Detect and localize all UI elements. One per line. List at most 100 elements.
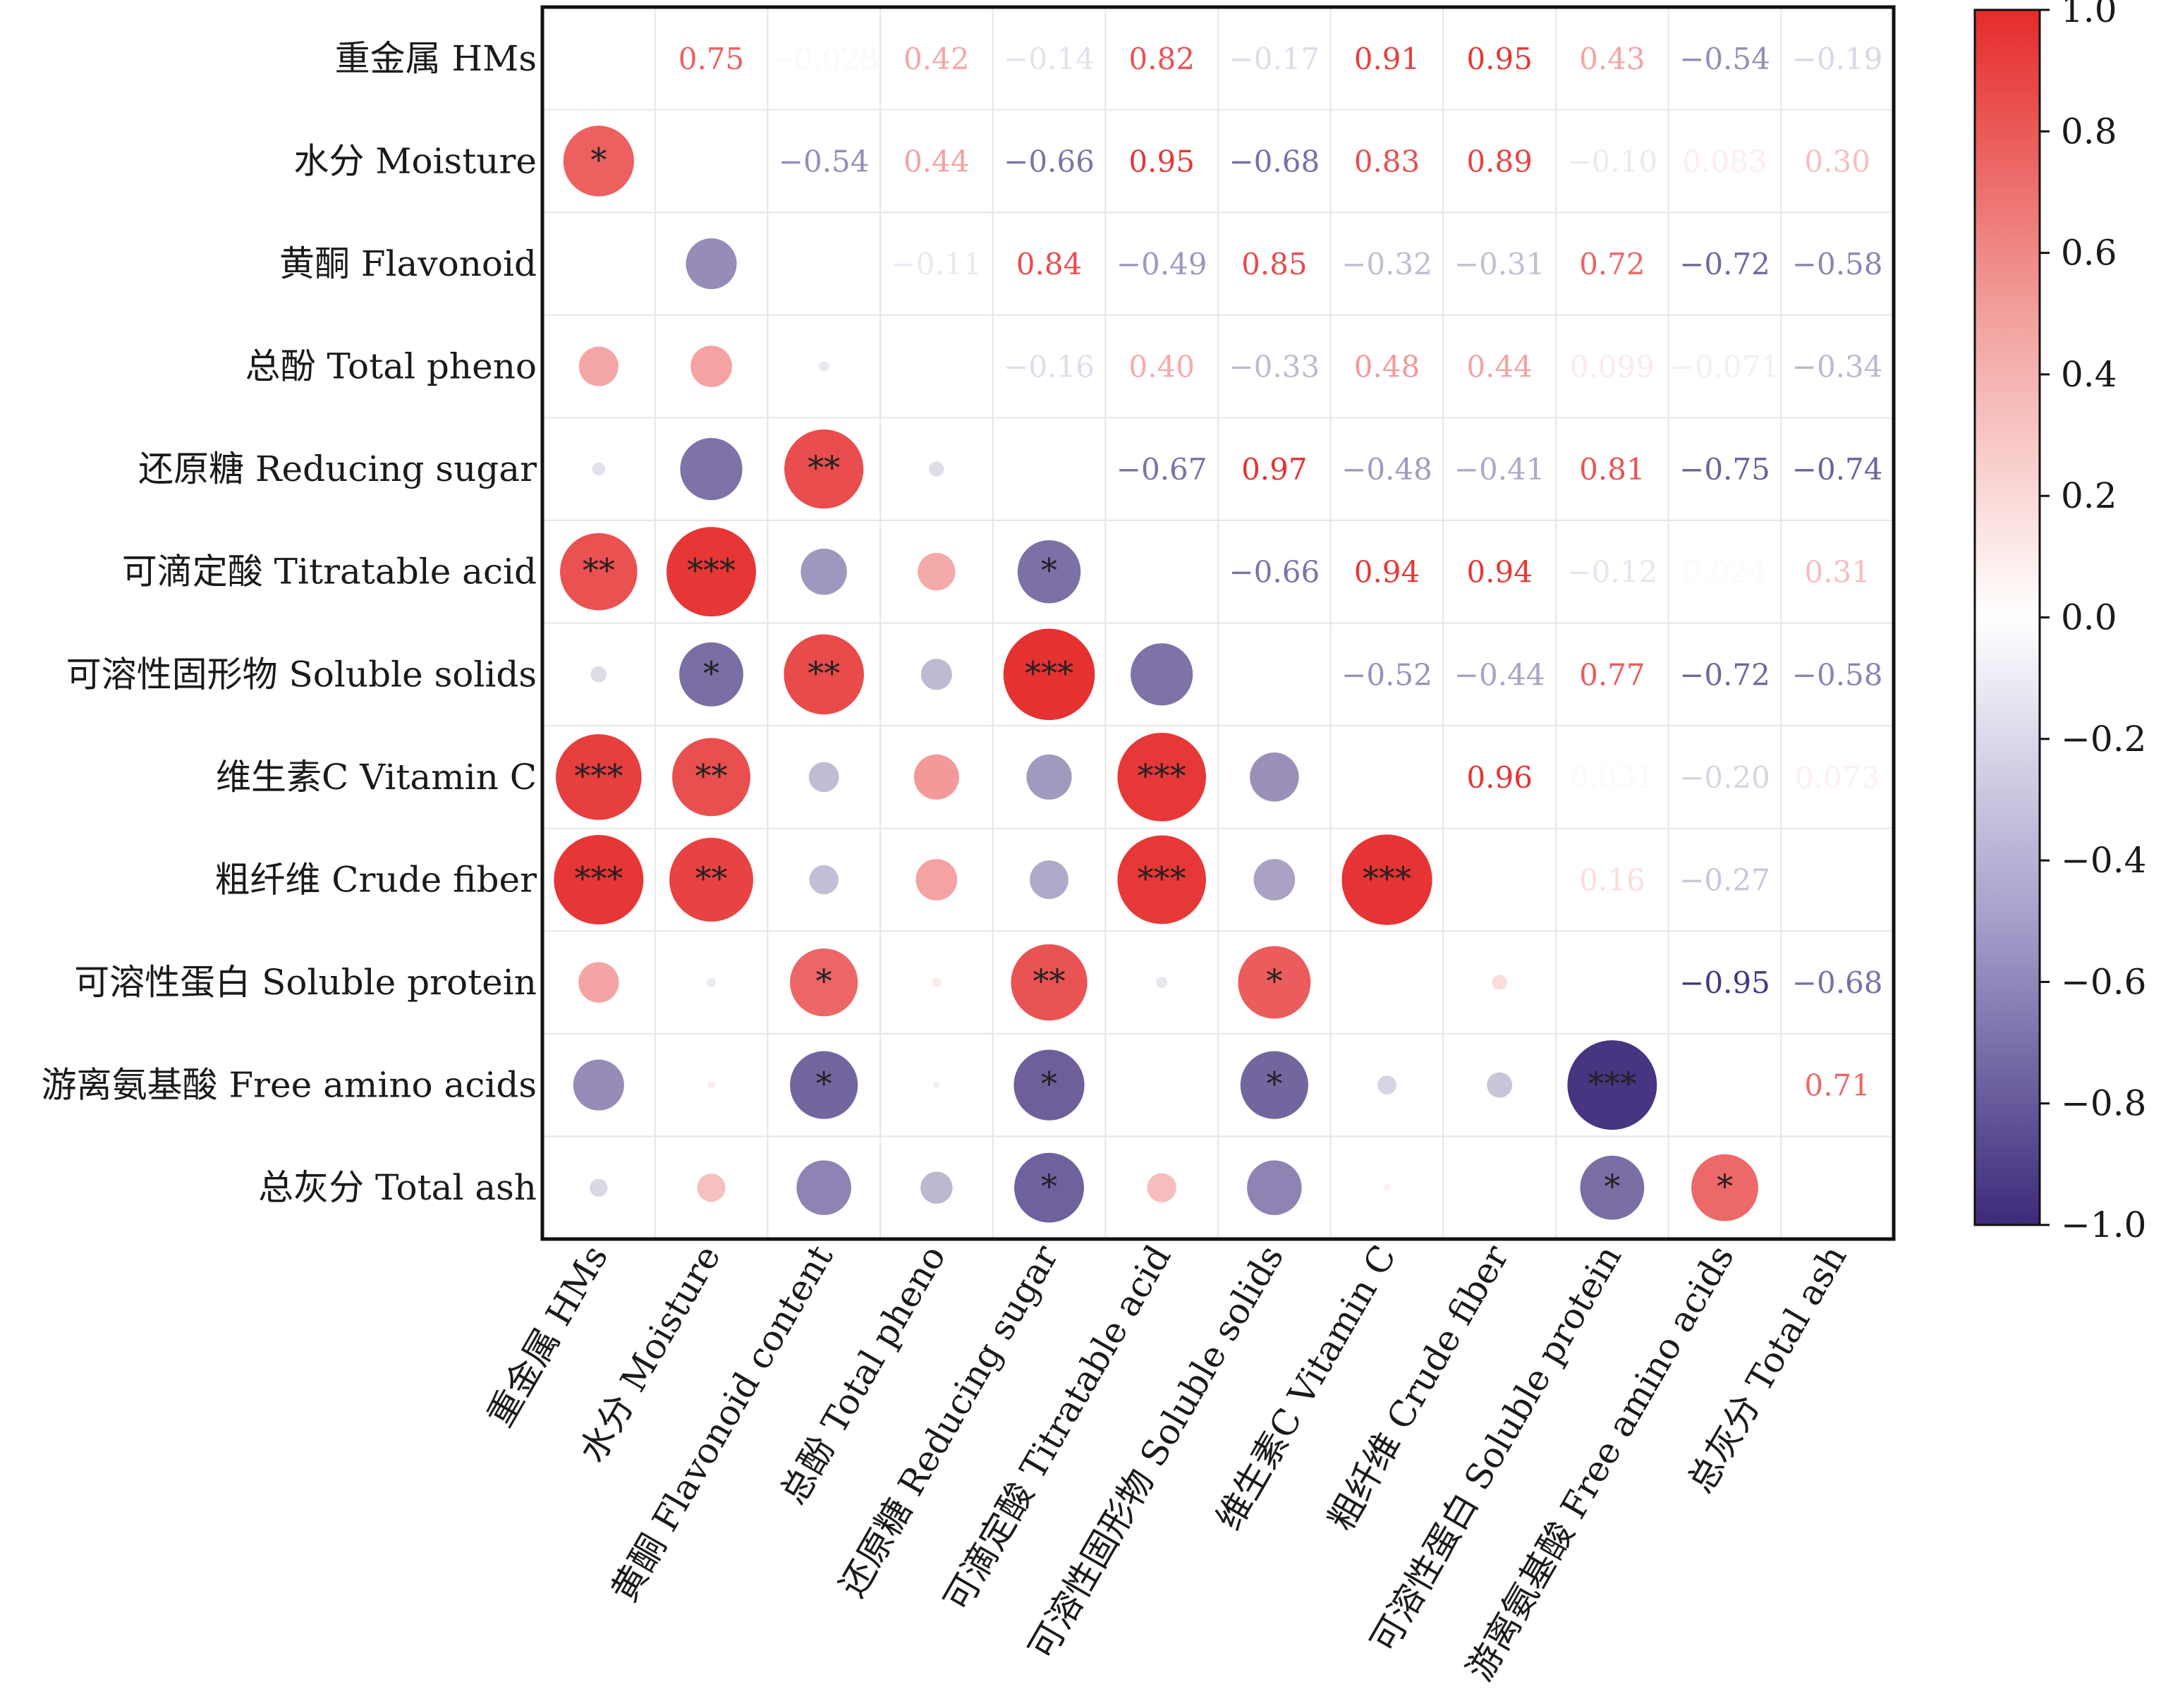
correlation-circle (1383, 1184, 1391, 1192)
coefficient-label: −0.54 (779, 144, 870, 178)
correlation-circle (790, 948, 858, 1017)
correlation-circle (1011, 944, 1088, 1021)
coefficient-label: −0.68 (1229, 144, 1320, 178)
coefficient-label: −0.72 (1679, 247, 1770, 281)
coefficient-label: 0.024 (1682, 555, 1767, 590)
coefficient-label: −0.95 (1679, 965, 1770, 1000)
colorbar-tick-label: −0.2 (2061, 719, 2146, 760)
coefficient-label: −0.34 (1792, 350, 1883, 384)
row-label: 维生素C Vitamin C (216, 757, 537, 798)
row-label: 水分 Moisture (293, 140, 537, 181)
correlation-circle (1240, 1051, 1308, 1119)
coefficient-label: 0.77 (1579, 657, 1645, 692)
correlation-circle (1341, 834, 1432, 925)
coefficient-label: 0.89 (1466, 144, 1533, 178)
coefficient-label: 0.95 (1466, 42, 1533, 76)
coefficient-label: −0.20 (1679, 760, 1770, 795)
significance-stars: ** (583, 551, 615, 590)
coefficient-label: 0.099 (1570, 350, 1655, 384)
coefficient-label: 0.44 (1466, 350, 1533, 384)
correlation-circle (578, 346, 619, 386)
correlation-circle (706, 977, 717, 987)
correlation-circle (590, 1178, 608, 1197)
coefficient-label: −0.16 (1004, 350, 1095, 384)
significance-stars: *** (687, 551, 736, 590)
colorbar-tick-label: 0.6 (2061, 233, 2117, 274)
correlation-circle (929, 461, 944, 477)
correlation-circle (809, 865, 839, 895)
significance-stars: ** (808, 449, 840, 487)
correlation-circle (1487, 1072, 1513, 1098)
correlation-circle (590, 666, 607, 683)
row-label: 黄酮 Flavonoid (279, 243, 537, 284)
correlation-circle (918, 552, 956, 591)
colorbar-tick-label: 1.0 (2061, 0, 2117, 30)
colorbar-tick-label: 0.2 (2061, 475, 2117, 516)
grid-lines (542, 7, 1894, 1239)
colorbar-tick-label: 0.8 (2061, 111, 2117, 152)
correlation-circle (1238, 946, 1311, 1019)
significance-stars: * (1266, 962, 1282, 1000)
correlation-circle (578, 962, 619, 1003)
significance-stars: *** (574, 757, 623, 795)
row-label: 可溶性蛋白 Soluble protein (74, 962, 537, 1003)
significance-stars: * (1717, 1167, 1733, 1205)
coefficient-label: 0.43 (1579, 42, 1645, 76)
coefficient-label: −0.10 (1566, 144, 1657, 178)
coefficient-label: 0.031 (1570, 760, 1655, 795)
row-label: 可滴定酸 Titratable acid (122, 551, 537, 592)
correlation-circle (1253, 859, 1296, 901)
coefficient-label: −0.33 (1229, 350, 1320, 384)
significance-stars: *** (1588, 1065, 1636, 1103)
correlation-circle (686, 238, 737, 290)
correlation-circle (808, 762, 839, 793)
correlation-circle (554, 835, 644, 925)
correlation-circle (1160, 1084, 1163, 1087)
coefficient-label: −0.071 (1670, 350, 1779, 384)
significance-stars: * (816, 1065, 832, 1103)
correlation-circle (1131, 643, 1193, 706)
coefficient-label: −0.32 (1341, 247, 1432, 281)
row-label: 总酚 Total pheno (245, 346, 537, 387)
coefficient-label: 0.71 (1804, 1068, 1870, 1103)
coefficient-label: −0.41 (1454, 452, 1545, 487)
correlation-circle (913, 754, 959, 800)
colorbar-tick-label: 0.0 (2061, 597, 2117, 638)
coefficient-label: 0.81 (1579, 452, 1645, 487)
correlation-circle (1147, 1173, 1176, 1202)
coefficient-label: −0.028 (769, 42, 878, 76)
coefficient-label: −0.27 (1679, 862, 1770, 897)
correlation-circle (1014, 1152, 1084, 1223)
correlation-circle (1030, 860, 1069, 899)
correlation-circle (680, 438, 743, 501)
correlation-circle (1385, 980, 1389, 984)
correlation-circle (1026, 754, 1072, 800)
coefficient-label: −0.75 (1679, 452, 1770, 487)
coefficient-label: −0.66 (1004, 144, 1095, 178)
correlation-circle (915, 859, 958, 901)
coefficient-label: 0.48 (1354, 350, 1420, 384)
column-label: 黄酮 Flavonoid content (604, 1238, 841, 1609)
coefficient-label: 0.40 (1128, 350, 1195, 384)
coefficient-label: −0.74 (1792, 452, 1883, 487)
correlation-circle (790, 1051, 858, 1119)
correlation-circle (1377, 1075, 1396, 1094)
coefficient-label: 0.96 (1466, 760, 1533, 795)
significance-stars: *** (574, 859, 623, 897)
correlation-circle (796, 1160, 851, 1215)
significance-stars: * (816, 962, 832, 1000)
correlation-circle (563, 126, 634, 197)
correlation-circle (672, 738, 750, 817)
coefficient-label: −0.67 (1116, 452, 1207, 487)
significance-stars: ** (695, 859, 728, 897)
coefficient-label: −0.58 (1792, 247, 1883, 281)
correlation-circle (1567, 1040, 1657, 1130)
correlation-circle (818, 361, 829, 372)
significance-stars: *** (1025, 654, 1073, 692)
correlation-circle (1003, 628, 1095, 721)
correlation-circle (801, 548, 847, 595)
coefficient-label: −0.17 (1229, 42, 1320, 76)
coefficient-label: −0.49 (1116, 247, 1207, 281)
correlation-circle (1492, 975, 1507, 990)
row-label: 总灰分 Total ash (258, 1167, 537, 1208)
